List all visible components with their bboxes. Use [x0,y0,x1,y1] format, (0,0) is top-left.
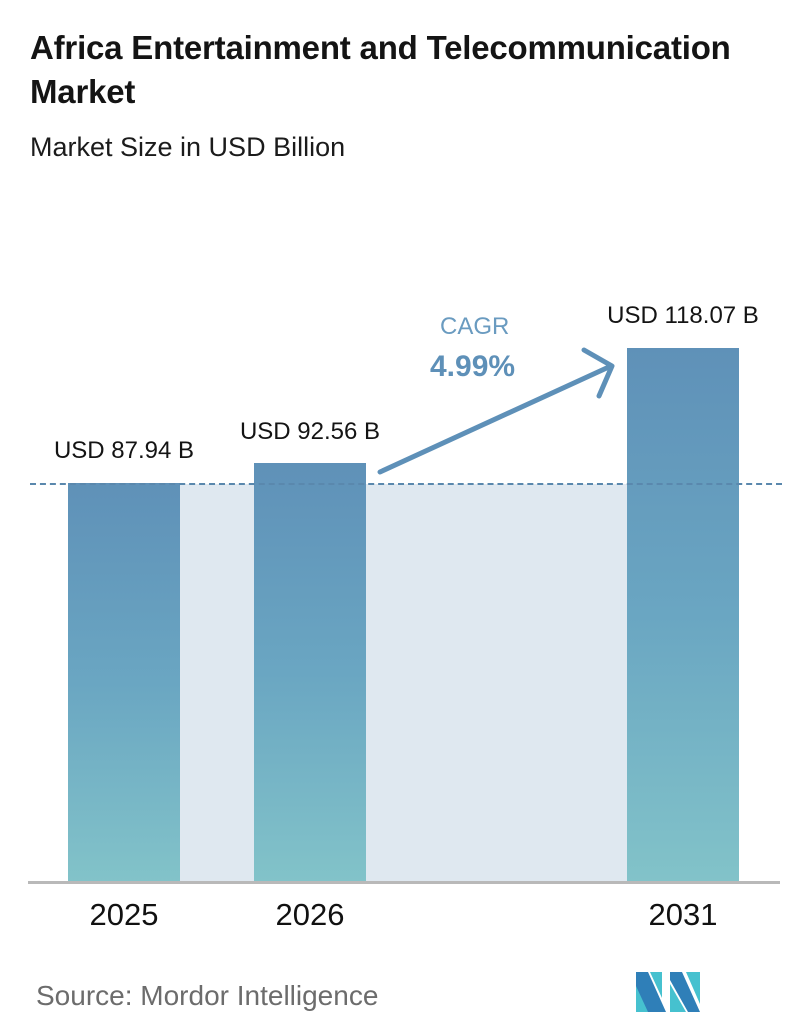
chart-subtitle: Market Size in USD Billion [30,132,346,162]
x-label-2031: 2031 [648,897,718,932]
reference-dashed-line [30,483,782,485]
bar-2025 [68,483,180,882]
chart-title: Africa Entertainment and Telecommunicati… [30,29,731,110]
x-label-2026: 2026 [275,897,345,932]
bar-value-label-2025: USD 87.94 B [53,437,195,464]
cagr-value: 4.99% [430,350,516,383]
mordor-intelligence-logo-icon [636,972,700,1012]
x-label-2025: 2025 [89,897,159,932]
bar-value-label-2031: USD 118.07 B [607,302,759,329]
bar-value-label-2026: USD 92.56 B [239,418,381,445]
bar-2031 [627,348,739,882]
x-axis-line [28,881,780,884]
cagr-label: CAGR [440,313,510,340]
source-text: Source: Mordor Intelligence [36,980,379,1011]
bar-2026 [254,463,366,882]
